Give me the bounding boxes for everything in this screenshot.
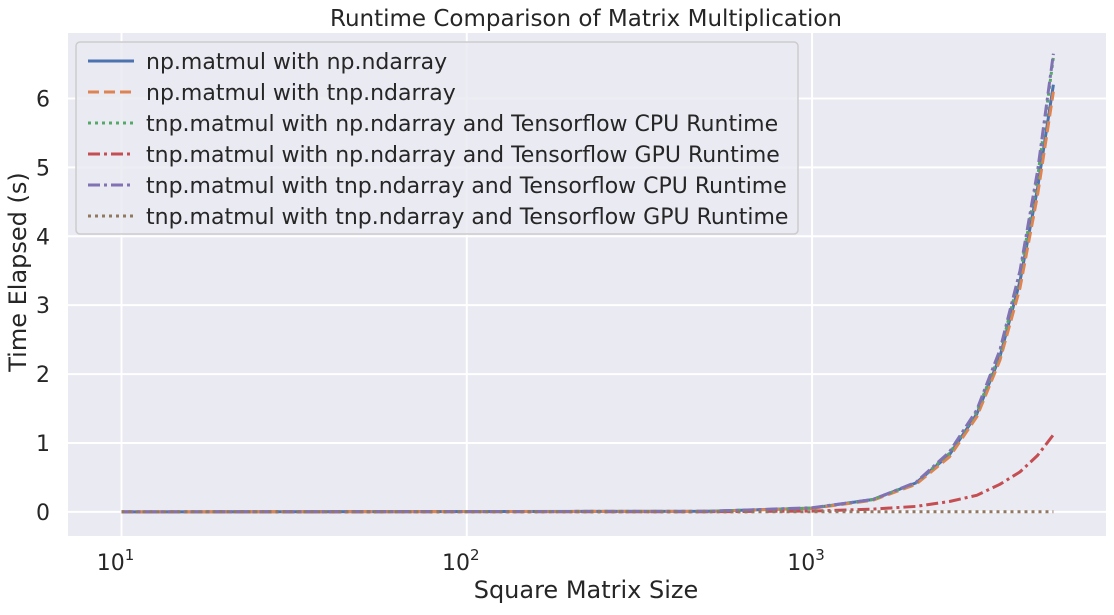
y-tick-label: 3 [36, 294, 50, 319]
x-tick-labels: 101 102 103 [97, 546, 825, 576]
legend-label: np.matmul with np.ndarray [146, 50, 447, 75]
legend-label: tnp.matmul with tnp.ndarray and Tensorfl… [146, 174, 787, 199]
x-tick-label: 103 [787, 546, 825, 576]
y-tick-label: 0 [36, 501, 50, 526]
legend-label: tnp.matmul with np.ndarray and Tensorflo… [146, 143, 780, 168]
x-tick-exponent: 3 [815, 546, 825, 564]
x-tick-exponent: 2 [470, 546, 480, 564]
y-axis-label: Time Elapsed (s) [4, 172, 32, 373]
legend-label: tnp.matmul with tnp.ndarray and Tensorfl… [146, 205, 788, 230]
y-tick-labels: 0 1 2 3 4 5 6 [36, 87, 50, 525]
x-tick-exponent: 1 [125, 546, 135, 564]
y-tick-label: 4 [36, 225, 50, 250]
x-axis-label: Square Matrix Size [474, 576, 699, 604]
y-tick-label: 2 [36, 363, 50, 388]
legend-label: np.matmul with tnp.ndarray [146, 81, 456, 106]
legend: np.matmul with np.ndarray np.matmul with … [76, 42, 798, 234]
x-tick-label: 101 [97, 546, 135, 576]
chart-title: Runtime Comparison of Matrix Multiplicat… [330, 6, 842, 32]
y-tick-label: 6 [36, 87, 50, 112]
y-tick-label: 5 [36, 156, 50, 181]
legend-label: tnp.matmul with np.ndarray and Tensorflo… [146, 112, 778, 137]
y-tick-label: 1 [36, 432, 50, 457]
x-tick-label: 102 [442, 546, 480, 576]
